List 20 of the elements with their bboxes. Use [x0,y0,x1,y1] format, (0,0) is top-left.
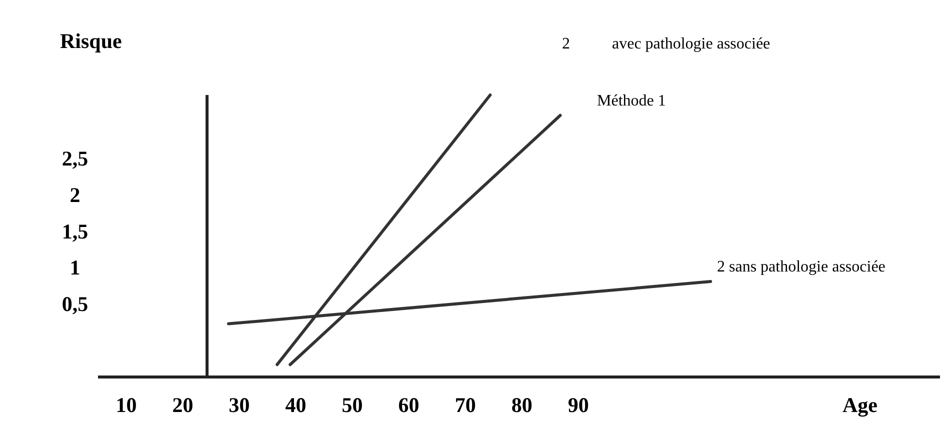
x-tick-label: 40 [285,393,306,417]
x-tick-label: 90 [568,393,589,417]
y-tick-label: 2,5 [62,146,88,170]
annotation: 2 sans pathologie associée [717,258,886,276]
x-axis-title: Age [842,393,878,417]
y-tick-label: 2 [70,182,80,207]
x-tick-label: 20 [172,393,194,417]
y-tick-label: 1 [70,256,80,280]
text: avec pathologie associée [612,36,770,53]
y-tick-label: 0,5 [62,292,88,316]
text: 2 [562,36,570,53]
y-axis-title: Risque [60,29,122,53]
y-tick-label: 1,5 [62,219,88,244]
x-tick-label: 50 [342,393,363,417]
annotation: Méthode 1 [597,92,666,110]
x-tick-label: 60 [398,393,420,417]
x-tick-label: 10 [116,393,137,417]
x-tick-label: 80 [511,393,532,417]
x-tick-label: 70 [454,393,476,417]
x-tick-label: 30 [228,393,250,417]
